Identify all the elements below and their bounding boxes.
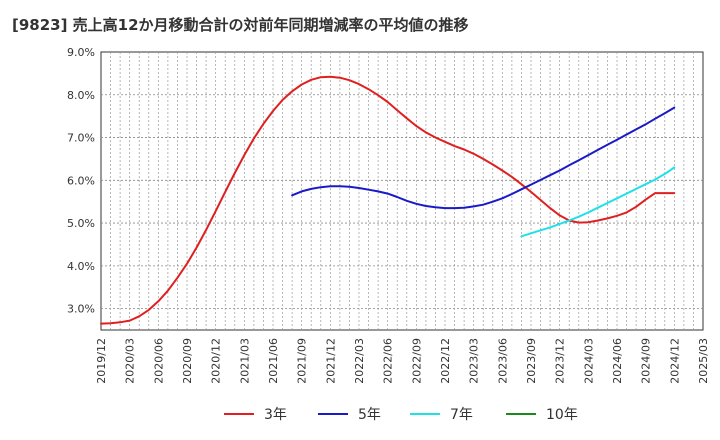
series-line-5年 xyxy=(291,106,676,210)
legend-label-3年: 3年 xyxy=(264,407,287,423)
chart-title: [9823] 売上高12か月移動合計の対前年同期増減率の平均値の推移 xyxy=(12,16,469,34)
x-tick-label: 2023/12 xyxy=(554,338,567,384)
x-tick-label: 2020/06 xyxy=(152,338,165,384)
series-line-3年 xyxy=(100,75,676,325)
x-tick-label: 2024/06 xyxy=(611,338,624,384)
x-tick-label: 2019/12 xyxy=(95,338,108,384)
x-tick-label: 2020/12 xyxy=(210,338,223,384)
y-axis-ticks: 3.0% 4.0% 5.0% 6.0% 7.0% 8.0% 9.0% xyxy=(67,46,95,316)
series-lines xyxy=(100,75,676,325)
x-axis-ticks: 2019/12 2020/03 2020/06 2020/09 2020/12 2021/… xyxy=(95,338,710,384)
y-tick-label: 4.0% xyxy=(67,260,95,273)
x-tick-label: 2020/03 xyxy=(124,338,137,384)
x-tick-label: 2022/12 xyxy=(439,338,452,384)
x-tick-label: 2022/06 xyxy=(382,338,395,384)
x-tick-label: 2023/03 xyxy=(468,338,481,384)
grid-lines xyxy=(101,52,703,330)
x-tick-label: 2025/03 xyxy=(697,338,710,384)
x-tick-label: 2023/06 xyxy=(496,338,509,384)
y-tick-label: 3.0% xyxy=(67,303,95,316)
legend-label-10年: 10年 xyxy=(546,407,578,423)
y-tick-label: 8.0% xyxy=(67,89,95,102)
x-tick-label: 2021/06 xyxy=(267,338,280,384)
y-tick-label: 9.0% xyxy=(67,46,95,59)
legend-label-5年: 5年 xyxy=(358,407,381,423)
x-tick-label: 2024/12 xyxy=(668,338,681,384)
legend: 3年 5年 7年 10年 xyxy=(224,407,578,423)
x-tick-label: 2022/09 xyxy=(410,338,423,384)
y-tick-label: 6.0% xyxy=(67,174,95,187)
x-tick-label: 2021/12 xyxy=(324,338,337,384)
x-tick-label: 2021/03 xyxy=(238,338,251,384)
x-tick-label: 2021/09 xyxy=(296,338,309,384)
legend-label-7年: 7年 xyxy=(450,407,473,423)
y-tick-label: 7.0% xyxy=(67,132,95,145)
x-tick-label: 2023/09 xyxy=(525,338,538,384)
x-tick-label: 2024/09 xyxy=(640,338,653,384)
plot-area xyxy=(100,51,704,331)
series-line-7年 xyxy=(520,166,676,238)
y-tick-label: 5.0% xyxy=(67,217,95,230)
x-tick-label: 2020/09 xyxy=(181,338,194,384)
x-tick-label: 2024/03 xyxy=(582,338,595,384)
x-tick-label: 2022/03 xyxy=(353,338,366,384)
